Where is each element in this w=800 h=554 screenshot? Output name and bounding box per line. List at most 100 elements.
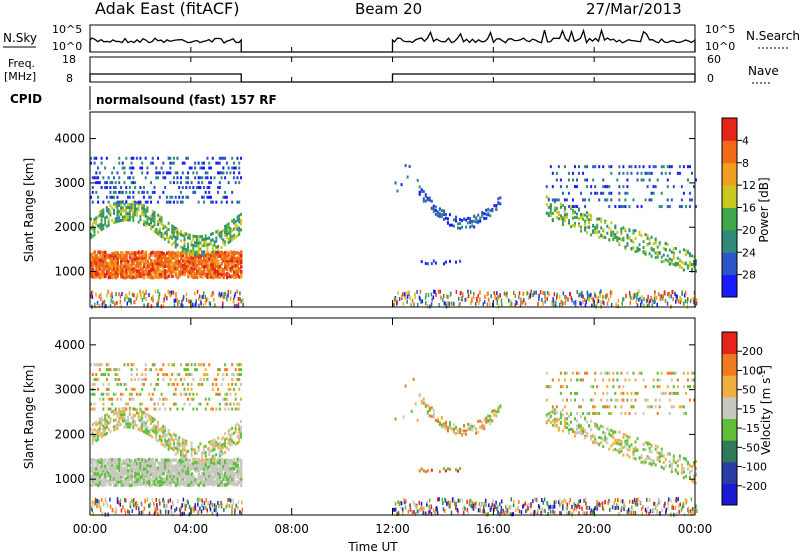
velocity-cell bbox=[578, 430, 581, 434]
velocity-cell bbox=[118, 377, 121, 381]
power-cell bbox=[208, 242, 211, 246]
power-cell bbox=[607, 297, 610, 302]
power-cell bbox=[472, 295, 475, 300]
velocity-cell bbox=[144, 466, 148, 470]
velocity-cell bbox=[112, 368, 115, 372]
power-cell bbox=[116, 219, 119, 223]
velocity-cell bbox=[190, 472, 194, 476]
power-cell bbox=[102, 257, 105, 261]
velocity-cell bbox=[183, 511, 185, 516]
power-cell bbox=[562, 301, 564, 306]
velocity-cell bbox=[169, 480, 172, 484]
power-cell bbox=[169, 171, 172, 175]
velocity-cell bbox=[464, 506, 466, 511]
velocity-cell bbox=[104, 512, 107, 517]
velocity-cell bbox=[612, 385, 615, 389]
velocity-cell bbox=[232, 402, 235, 406]
velocity-cell bbox=[119, 502, 122, 507]
power-cell bbox=[151, 219, 154, 223]
velocity-cell bbox=[590, 428, 593, 432]
noise-sky-trace bbox=[89, 27, 696, 53]
velocity-cell bbox=[178, 373, 181, 377]
power-cell bbox=[162, 299, 165, 304]
power-cell bbox=[128, 268, 132, 273]
velocity-cell bbox=[594, 405, 597, 409]
velocity-cell bbox=[535, 497, 538, 502]
velocity-cell bbox=[661, 508, 663, 513]
velocity-cell bbox=[148, 482, 151, 487]
power-cell bbox=[105, 304, 107, 309]
velocity-cell bbox=[600, 436, 603, 440]
power-cell bbox=[127, 269, 130, 273]
power-cell bbox=[128, 215, 131, 219]
power-cell bbox=[130, 181, 133, 185]
velocity-cell bbox=[602, 507, 605, 512]
power-cell bbox=[208, 181, 211, 185]
velocity-cell bbox=[205, 505, 207, 510]
power-cell bbox=[202, 240, 205, 244]
velocity-cell bbox=[471, 424, 474, 428]
velocity-cell bbox=[569, 391, 572, 395]
velocity-cell bbox=[109, 429, 112, 433]
power-cell bbox=[574, 303, 577, 308]
power-cell bbox=[149, 258, 153, 263]
power-cell bbox=[144, 176, 147, 180]
velocity-cell bbox=[146, 413, 149, 417]
velocity-cell bbox=[158, 407, 161, 411]
velocity-cell bbox=[190, 363, 193, 367]
power-cell bbox=[224, 231, 227, 235]
velocity-cell bbox=[195, 466, 199, 470]
power-cell bbox=[167, 250, 171, 255]
velocity-cell bbox=[561, 398, 564, 402]
power-cell bbox=[592, 178, 595, 182]
power-cell bbox=[130, 269, 134, 273]
velocity-cell bbox=[123, 468, 127, 473]
velocity-cell bbox=[181, 382, 184, 386]
velocity-cell bbox=[91, 407, 94, 411]
velocity-cell bbox=[578, 425, 581, 429]
power-cell bbox=[485, 216, 488, 220]
power-cell bbox=[199, 267, 202, 271]
power-cell bbox=[401, 294, 403, 299]
velocity-cell bbox=[112, 409, 115, 413]
velocity-cell bbox=[594, 371, 597, 375]
power-cell bbox=[651, 298, 653, 303]
power-cell bbox=[149, 267, 153, 271]
power-cell bbox=[105, 266, 109, 271]
power-cell bbox=[185, 156, 188, 160]
power-cell bbox=[169, 270, 172, 274]
power-cell bbox=[680, 266, 683, 270]
velocity-cell bbox=[209, 507, 212, 512]
power-cell bbox=[628, 228, 631, 232]
power-cell bbox=[109, 293, 112, 298]
velocity-cell bbox=[228, 497, 230, 502]
velocity-cell bbox=[213, 454, 216, 458]
velocity-cell bbox=[98, 427, 101, 431]
power-cell bbox=[693, 296, 696, 301]
velocity-cell bbox=[139, 458, 142, 462]
velocity-cell bbox=[594, 378, 597, 382]
power-cell bbox=[91, 251, 95, 256]
velocity-cell bbox=[622, 432, 625, 436]
power-cell bbox=[120, 304, 122, 309]
velocity-cell bbox=[190, 467, 194, 471]
power-cell bbox=[222, 254, 225, 258]
velocity-cell bbox=[215, 443, 218, 447]
velocity-cell bbox=[112, 470, 116, 474]
velocity-cell bbox=[416, 509, 419, 514]
velocity-cell bbox=[586, 371, 589, 375]
power-cell bbox=[170, 292, 173, 297]
velocity-cell bbox=[571, 429, 574, 433]
velocity-cell bbox=[204, 373, 207, 377]
power-cell bbox=[688, 261, 691, 265]
power-cell bbox=[529, 292, 531, 297]
power-cell bbox=[633, 294, 636, 299]
power-cell bbox=[188, 299, 190, 304]
power-cell bbox=[442, 209, 445, 213]
power-cell bbox=[533, 290, 535, 295]
power-cell bbox=[644, 233, 647, 237]
power-cell bbox=[209, 253, 213, 258]
velocity-cell bbox=[130, 416, 133, 420]
velocity-cell bbox=[137, 506, 140, 511]
power-cell bbox=[90, 253, 93, 257]
